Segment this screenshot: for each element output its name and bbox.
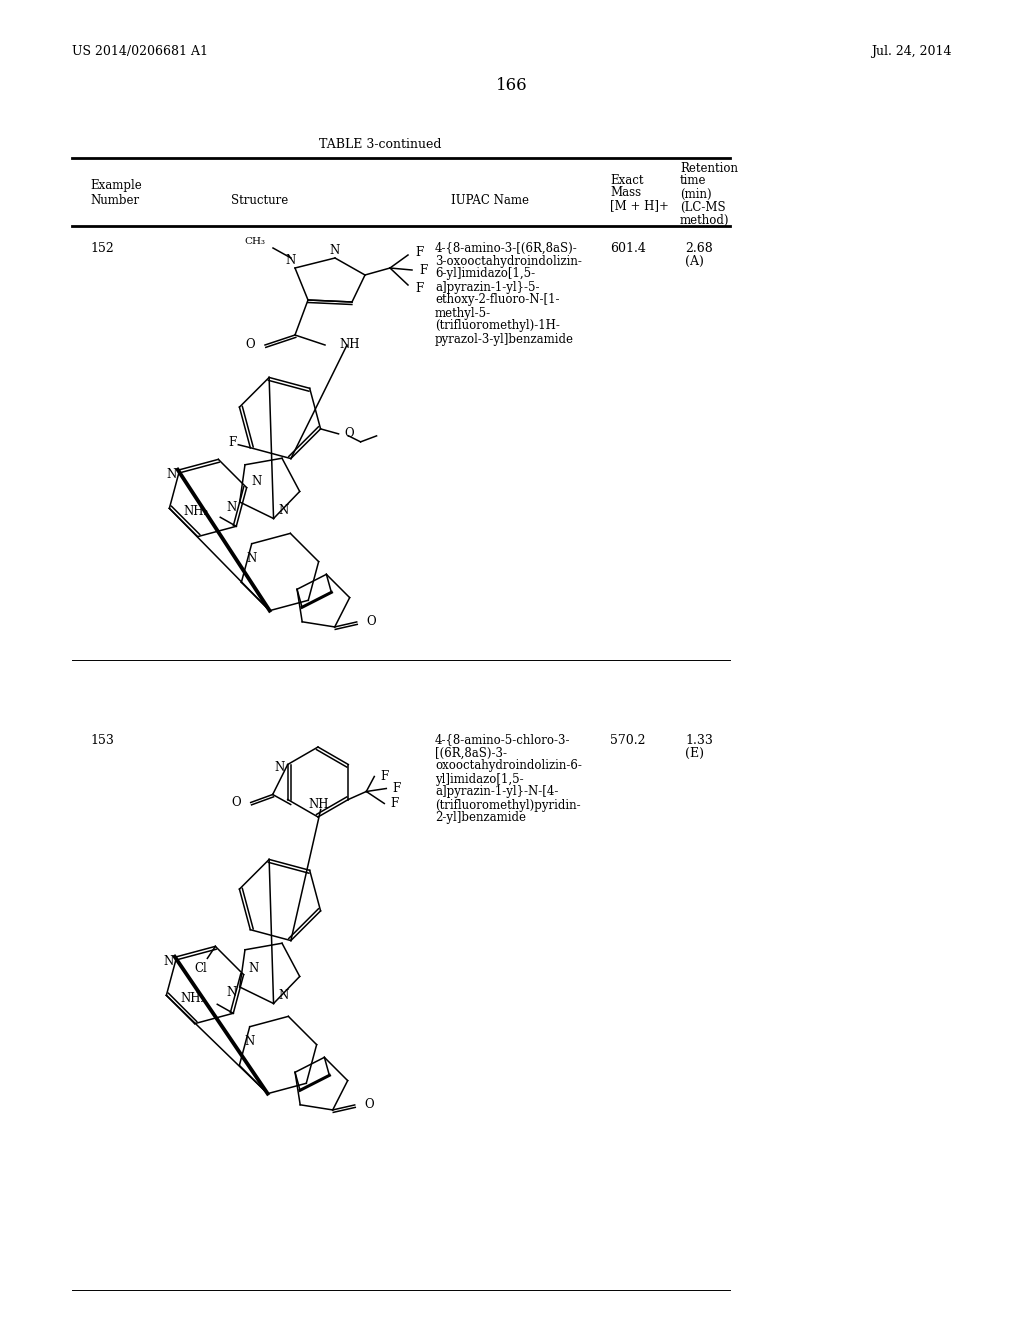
Text: O: O [344, 428, 354, 441]
Text: [M + H]+: [M + H]+ [610, 199, 669, 213]
Text: N: N [249, 962, 259, 975]
Text: N: N [245, 1035, 255, 1048]
Text: oxooctahydroindolizin-6-: oxooctahydroindolizin-6- [435, 759, 582, 772]
Text: O: O [231, 796, 241, 809]
Text: (min): (min) [680, 187, 712, 201]
Text: N: N [330, 243, 340, 256]
Text: IUPAC Name: IUPAC Name [451, 194, 529, 206]
Text: Structure: Structure [231, 194, 289, 206]
Text: 601.4: 601.4 [610, 242, 646, 255]
Text: N: N [247, 552, 257, 565]
Text: methyl-5-: methyl-5- [435, 306, 492, 319]
Text: NH: NH [308, 799, 329, 810]
Text: 4-{8-amino-5-chloro-3-: 4-{8-amino-5-chloro-3- [435, 734, 570, 747]
Text: N: N [226, 500, 237, 513]
Text: 1.33: 1.33 [685, 734, 713, 747]
Text: yl]imidazo[1,5-: yl]imidazo[1,5- [435, 772, 523, 785]
Text: method): method) [680, 214, 729, 227]
Text: N: N [226, 986, 237, 998]
Text: Cl: Cl [194, 962, 207, 975]
Text: 570.2: 570.2 [610, 734, 645, 747]
Text: F: F [390, 797, 398, 810]
Text: (trifluoromethyl)pyridin-: (trifluoromethyl)pyridin- [435, 799, 581, 812]
Text: 4-{8-amino-3-[(6R,8aS)-: 4-{8-amino-3-[(6R,8aS)- [435, 242, 578, 255]
Text: NH: NH [339, 338, 359, 351]
Text: Exact: Exact [610, 173, 643, 186]
Text: N: N [286, 253, 296, 267]
Text: Retention: Retention [680, 161, 738, 174]
Text: pyrazol-3-yl]benzamide: pyrazol-3-yl]benzamide [435, 333, 574, 346]
Text: N: N [274, 762, 285, 774]
Text: Jul. 24, 2014: Jul. 24, 2014 [871, 45, 952, 58]
Text: N: N [164, 956, 174, 968]
Text: TABLE 3-continued: TABLE 3-continued [318, 139, 441, 152]
Text: N: N [252, 475, 262, 488]
Text: F: F [380, 770, 388, 783]
Text: F: F [392, 781, 400, 795]
Text: F: F [419, 264, 427, 276]
Text: Number: Number [90, 194, 139, 206]
Text: O: O [365, 1098, 375, 1111]
Text: a]pyrazin-1-yl}-5-: a]pyrazin-1-yl}-5- [435, 281, 540, 293]
Text: 6-yl]imidazo[1,5-: 6-yl]imidazo[1,5- [435, 268, 536, 281]
Text: N: N [167, 469, 177, 482]
Text: N: N [279, 504, 289, 517]
Text: 3-oxooctahydroindolizin-: 3-oxooctahydroindolizin- [435, 255, 582, 268]
Text: 153: 153 [90, 734, 114, 747]
Text: Example: Example [90, 178, 141, 191]
Text: (trifluoromethyl)-1H-: (trifluoromethyl)-1H- [435, 319, 560, 333]
Text: (A): (A) [685, 255, 703, 268]
Text: US 2014/0206681 A1: US 2014/0206681 A1 [72, 45, 208, 58]
Text: 166: 166 [497, 77, 527, 94]
Text: F: F [228, 436, 237, 449]
Text: time: time [680, 174, 707, 187]
Text: 2-yl]benzamide: 2-yl]benzamide [435, 812, 526, 825]
Text: 2.68: 2.68 [685, 242, 713, 255]
Text: CH₃: CH₃ [244, 238, 265, 247]
Text: ethoxy-2-fluoro-N-[1-: ethoxy-2-fluoro-N-[1- [435, 293, 559, 306]
Text: Mass: Mass [610, 186, 641, 199]
Text: F: F [415, 281, 423, 294]
Text: N: N [279, 989, 289, 1002]
Text: 152: 152 [90, 242, 114, 255]
Text: a]pyrazin-1-yl}-N-[4-: a]pyrazin-1-yl}-N-[4- [435, 785, 558, 799]
Text: (E): (E) [685, 747, 705, 759]
Text: O: O [367, 615, 377, 628]
Text: NH₂: NH₂ [183, 504, 208, 517]
Text: [(6R,8aS)-3-: [(6R,8aS)-3- [435, 747, 507, 759]
Text: NH₂: NH₂ [180, 991, 205, 1005]
Text: F: F [415, 246, 423, 259]
Text: O: O [246, 338, 255, 351]
Text: (LC-MS: (LC-MS [680, 201, 726, 214]
